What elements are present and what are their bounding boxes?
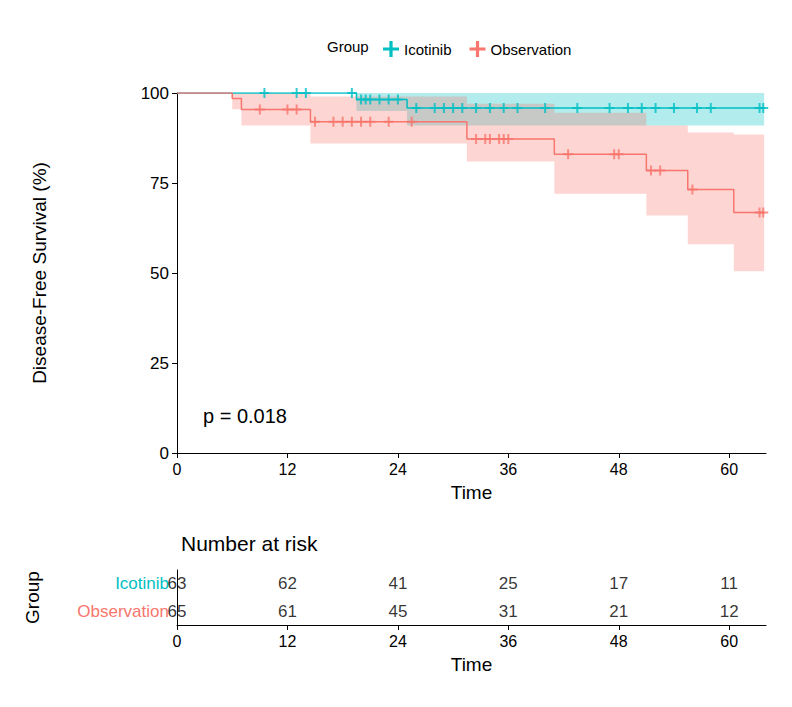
- svg-text:24: 24: [389, 633, 407, 650]
- svg-text:48: 48: [610, 633, 628, 650]
- svg-text:24: 24: [389, 461, 407, 478]
- svg-text:17: 17: [609, 574, 628, 593]
- svg-text:Observation: Observation: [491, 41, 572, 58]
- svg-text:41: 41: [388, 574, 407, 593]
- svg-text:12: 12: [720, 602, 739, 621]
- svg-text:50: 50: [150, 264, 169, 283]
- svg-text:12: 12: [279, 461, 297, 478]
- svg-text:Time: Time: [451, 482, 493, 503]
- svg-text:0: 0: [173, 633, 182, 650]
- svg-text:31: 31: [499, 602, 518, 621]
- svg-text:100: 100: [141, 84, 169, 103]
- svg-text:Time: Time: [451, 654, 493, 675]
- svg-text:25: 25: [150, 354, 169, 373]
- svg-text:p = 0.018: p = 0.018: [203, 405, 287, 427]
- svg-text:65: 65: [168, 602, 187, 621]
- svg-text:12: 12: [279, 633, 297, 650]
- svg-text:Icotinib: Icotinib: [115, 574, 169, 593]
- svg-text:25: 25: [499, 574, 518, 593]
- svg-text:61: 61: [278, 602, 297, 621]
- svg-text:62: 62: [278, 574, 297, 593]
- svg-text:75: 75: [150, 174, 169, 193]
- svg-text:Disease-Free Survival (%): Disease-Free Survival (%): [29, 162, 50, 384]
- svg-text:Group: Group: [327, 38, 369, 55]
- svg-text:36: 36: [499, 633, 517, 650]
- svg-text:63: 63: [168, 574, 187, 593]
- svg-text:21: 21: [609, 602, 628, 621]
- svg-text:36: 36: [499, 461, 517, 478]
- svg-text:Number at risk: Number at risk: [181, 532, 318, 555]
- svg-text:45: 45: [388, 602, 407, 621]
- svg-text:11: 11: [720, 574, 738, 593]
- svg-text:0: 0: [173, 461, 182, 478]
- svg-text:48: 48: [610, 461, 628, 478]
- svg-text:60: 60: [720, 461, 738, 478]
- svg-text:Group: Group: [22, 571, 43, 624]
- svg-text:Icotinib: Icotinib: [404, 41, 452, 58]
- svg-text:60: 60: [720, 633, 738, 650]
- svg-text:0: 0: [160, 444, 169, 463]
- svg-text:Observation: Observation: [77, 602, 169, 621]
